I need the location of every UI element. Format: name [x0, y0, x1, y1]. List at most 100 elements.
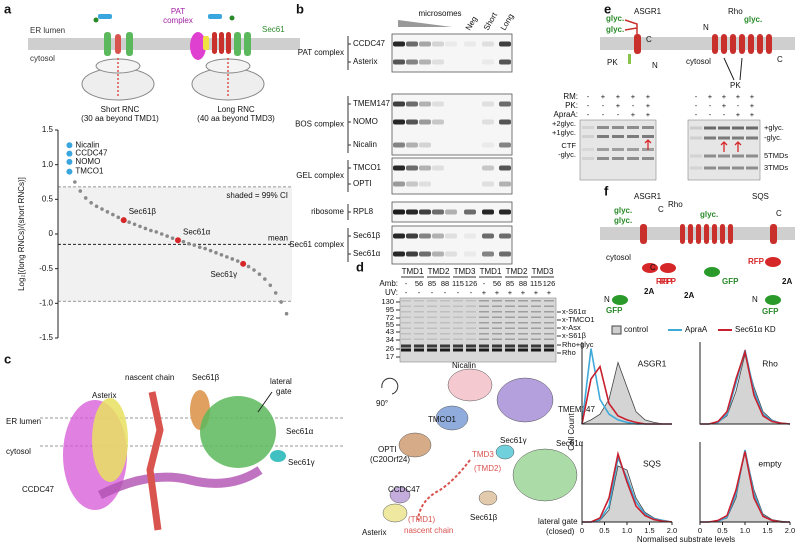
band — [414, 322, 424, 324]
label: complex — [163, 16, 193, 25]
band — [544, 348, 554, 352]
band — [492, 316, 502, 318]
x-tick-label: 0 — [698, 526, 702, 535]
label: ASGR1 — [634, 7, 662, 16]
row-label: PK: — [565, 101, 578, 110]
gel — [399, 297, 557, 363]
label: - — [418, 288, 421, 297]
y-tick-label: 1.0 — [42, 160, 54, 169]
label: + — [736, 92, 741, 101]
structure-label: nascent chain — [404, 526, 453, 535]
y-tick-label: -1.5 — [39, 333, 53, 342]
label: - — [470, 288, 473, 297]
structure-label: CCDC47 — [388, 485, 421, 494]
band — [414, 348, 424, 352]
protein-label: RPL8 — [353, 207, 374, 216]
band — [582, 157, 594, 160]
highlight-point — [120, 217, 127, 224]
rfp — [765, 257, 781, 267]
label: cytosol — [30, 54, 55, 63]
band — [432, 101, 444, 107]
histogram-title: SQS — [643, 458, 661, 468]
band — [492, 348, 502, 352]
band-label: Rho+glyc — [562, 340, 594, 349]
band — [544, 344, 554, 348]
band — [427, 338, 437, 340]
y-tick-label: -1.0 — [39, 298, 53, 307]
band — [531, 327, 541, 329]
label: - — [602, 110, 605, 119]
diagram-label: 2A — [644, 287, 654, 296]
protein-label: Nicalin — [353, 140, 377, 149]
band — [479, 311, 489, 313]
point — [105, 210, 110, 214]
y-tick-label: -0.5 — [39, 264, 53, 273]
structure-label: TMD3 — [472, 450, 494, 459]
gfp — [765, 295, 781, 305]
band — [544, 316, 554, 318]
histogram-curve — [700, 348, 791, 425]
point — [154, 230, 159, 234]
band — [401, 305, 411, 307]
band — [401, 344, 411, 348]
band — [466, 327, 476, 329]
helix — [766, 34, 772, 54]
band — [445, 209, 457, 215]
band — [732, 126, 744, 130]
band — [531, 338, 541, 340]
band — [393, 181, 405, 187]
sec61g-density — [270, 450, 286, 462]
band — [427, 305, 437, 307]
point — [94, 204, 99, 209]
group-label: GEL complex — [296, 171, 344, 180]
x-axis-label: Normalised substrate levels — [637, 535, 735, 544]
band — [466, 305, 476, 307]
label: 115 — [530, 279, 542, 288]
band — [531, 305, 541, 307]
y-tick-label: 0 — [49, 229, 54, 238]
subunit-model — [447, 368, 493, 402]
histogram-curve — [582, 465, 673, 523]
band — [597, 148, 609, 151]
band — [627, 126, 639, 129]
band — [499, 41, 511, 47]
band — [505, 305, 515, 307]
y-tick-label: 0.5 — [42, 194, 54, 203]
mw-label: 26 — [386, 344, 394, 353]
structure-label: nascent chain — [125, 373, 174, 382]
band — [440, 316, 450, 318]
x-tick-label: 1.0 — [622, 526, 632, 535]
helix — [712, 34, 718, 54]
point — [78, 189, 83, 193]
label: 126 — [543, 279, 556, 288]
band — [531, 348, 541, 352]
band-label: Rho — [562, 348, 576, 357]
axes — [699, 342, 790, 425]
legend-swatch — [611, 325, 622, 335]
structure-label: Sec61β — [192, 373, 220, 382]
band — [492, 322, 502, 324]
label: + — [646, 110, 651, 119]
structure-label: (TMD2) — [474, 464, 501, 473]
structure-label: ER lumen — [6, 417, 41, 426]
point — [111, 212, 115, 217]
band — [464, 209, 476, 215]
point — [263, 277, 267, 281]
helix — [712, 224, 717, 244]
rfp — [660, 263, 676, 273]
band — [401, 300, 411, 302]
panel-letter: f — [604, 183, 609, 198]
band — [427, 327, 437, 329]
mw-label: 55 — [386, 320, 394, 329]
label: SQS — [752, 192, 769, 201]
label: + — [508, 288, 513, 297]
structure-label: Nicalin — [452, 361, 476, 370]
point — [246, 264, 251, 269]
structure-label: (closed) — [546, 527, 575, 536]
band — [453, 344, 463, 348]
protein-label: NOMO — [353, 117, 378, 126]
highlight-point — [66, 142, 73, 149]
helix — [730, 34, 736, 54]
membrane — [28, 38, 300, 50]
band — [499, 233, 511, 239]
